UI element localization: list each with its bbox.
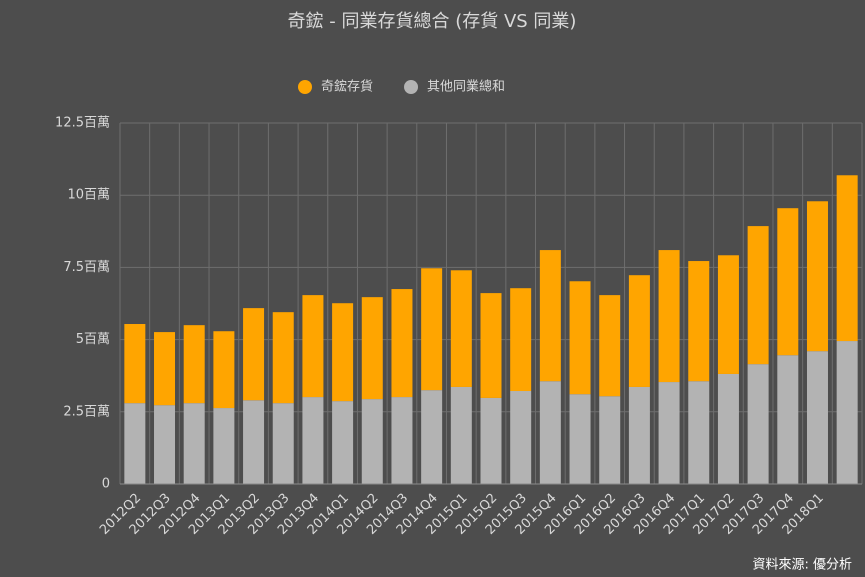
bar-segment [747, 226, 769, 365]
y-tick-label: 0 [102, 477, 110, 492]
bar-segment [361, 297, 383, 400]
bar-segment [539, 381, 561, 484]
y-tick-label: 5百萬 [76, 332, 110, 347]
bar-segment [539, 250, 561, 382]
source-note: 資料來源: 優分析 [752, 558, 852, 573]
bar-segment [124, 324, 146, 404]
bar-segment [213, 408, 235, 484]
bar-segment [272, 312, 294, 404]
bar-segment [777, 208, 799, 356]
bar-segment [183, 403, 205, 484]
bar-segment [124, 403, 146, 484]
bar-segment [302, 295, 324, 398]
bar-segment [628, 275, 650, 387]
bar-segment [688, 261, 710, 382]
bar-segment [836, 175, 858, 342]
y-tick-label: 7.5百萬 [63, 260, 110, 275]
bar-segment [302, 397, 324, 484]
legend-label: 其他同業總和 [427, 79, 505, 95]
bar-segment [510, 288, 532, 392]
bar-segment [243, 308, 265, 401]
bar-segment [154, 405, 176, 484]
y-tick-label: 2.5百萬 [63, 404, 110, 419]
bar-segment [599, 396, 621, 484]
legend-swatch [298, 80, 312, 94]
bar-segment [717, 373, 739, 484]
bar-segment [599, 295, 621, 397]
chart-title: 奇鋐 - 同業存貨總合 (存貨 VS 同業) [288, 11, 577, 32]
bar-segment [747, 364, 769, 484]
bar-segment [658, 250, 680, 383]
bar-segment [361, 399, 383, 484]
bar-segment [183, 325, 205, 404]
bar-segment [391, 397, 413, 484]
bar-segment [658, 382, 680, 484]
y-tick-label: 10百萬 [67, 188, 110, 203]
bar-segment [777, 355, 799, 484]
bar-segment [510, 391, 532, 484]
bar-segment [836, 341, 858, 484]
bar-segment [480, 293, 502, 398]
bar-segment [450, 270, 472, 387]
bar-segment [421, 390, 443, 484]
bar-segment [806, 201, 828, 352]
bar-segment [391, 289, 413, 398]
bar-segment [480, 397, 502, 484]
bar-segment [332, 303, 354, 402]
bar-segment [154, 332, 176, 406]
bar-segment [688, 381, 710, 484]
bar-segment [569, 394, 591, 484]
legend-swatch [404, 80, 419, 94]
bar-segment [332, 401, 354, 484]
bar-segment [450, 386, 472, 484]
bar-segment [243, 400, 265, 484]
y-tick-label: 12.5百萬 [55, 116, 110, 131]
bar-segment [806, 351, 828, 484]
bar-segment [717, 255, 739, 374]
bar-segment [272, 403, 294, 484]
bar-segment [569, 281, 591, 395]
bar-segment [628, 386, 650, 484]
legend-label: 奇鋐存貨 [321, 79, 373, 95]
bar-segment [421, 268, 443, 391]
bar-segment [213, 331, 235, 409]
